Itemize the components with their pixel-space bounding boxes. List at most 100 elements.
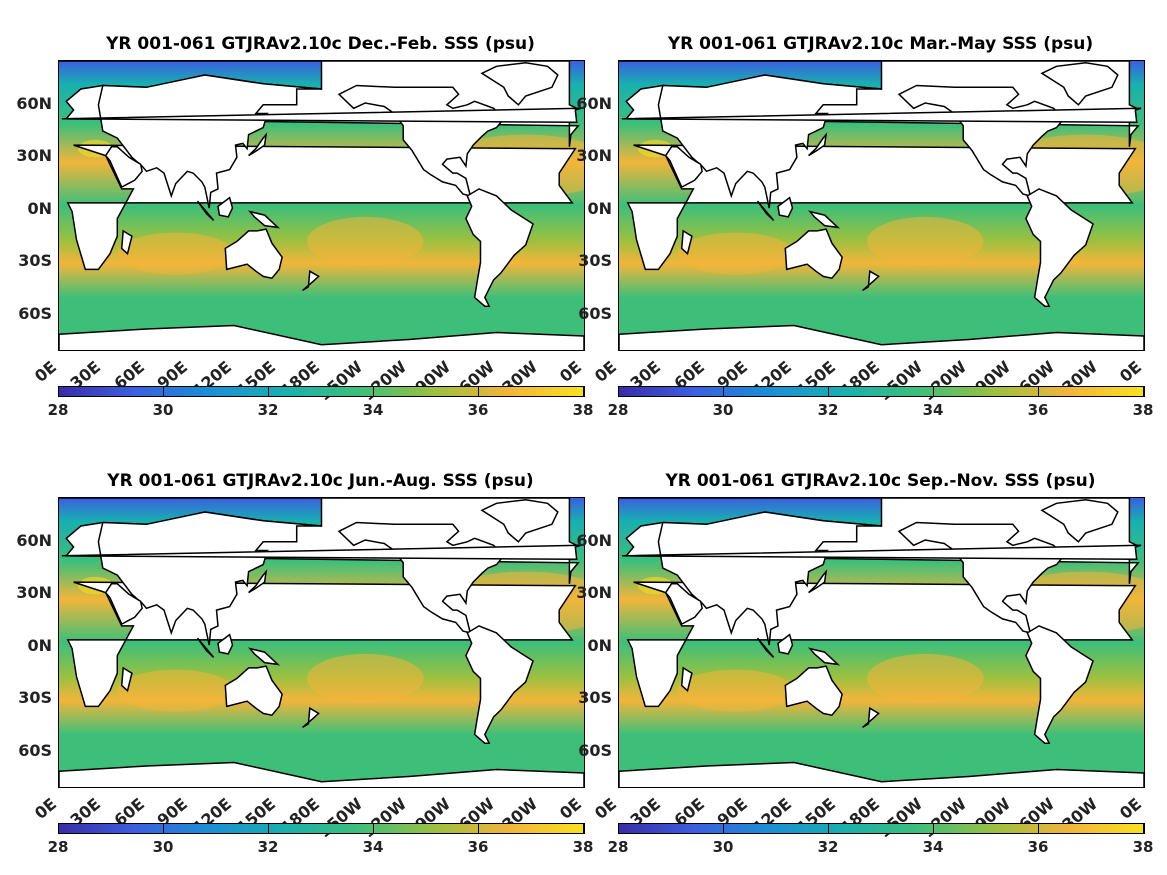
landmass	[1040, 499, 1119, 543]
map-svg	[619, 498, 1144, 787]
landmass	[224, 228, 283, 280]
x-tick-label: 30W	[498, 794, 542, 835]
x-tick-label: 90W	[411, 794, 454, 835]
landmass	[756, 637, 775, 658]
map-svg	[59, 498, 584, 787]
y-tick-label: 30N	[16, 146, 52, 166]
colorbar-tick-label: 32	[257, 401, 279, 419]
x-tick-label: 150W	[315, 794, 367, 842]
colorbar-tick-mark	[478, 824, 479, 833]
y-tick-label: 60S	[578, 303, 612, 323]
y-tick-label: 60S	[18, 740, 52, 760]
colorbar-tick-mark	[1038, 824, 1039, 833]
landmass	[664, 583, 703, 626]
landmass	[61, 107, 582, 124]
colorbar-tick-mark	[1038, 387, 1039, 396]
map-svg	[619, 61, 1144, 350]
salinity-anomaly	[677, 232, 794, 275]
landmass	[247, 647, 281, 666]
colorbar-tick-label: 28	[47, 838, 69, 856]
sss-map	[618, 497, 1145, 788]
colorbar-tick-label: 28	[607, 401, 629, 419]
y-tick-label: 0N	[27, 198, 52, 218]
colorbar-tick-label: 36	[1027, 401, 1049, 419]
map-panel-son: YR 001-061 GTJRAv2.10c Sep.-Nov. SSS (ps…	[560, 437, 1160, 874]
panel-title: YR 001-061 GTJRAv2.10c Dec.-Feb. SSS (ps…	[106, 34, 535, 54]
colorbar-tick-label: 32	[817, 401, 839, 419]
y-tick-label: 30S	[18, 688, 52, 708]
colorbar-tick-mark	[583, 824, 584, 833]
landmass	[862, 269, 880, 292]
y-tick-label: 30N	[576, 583, 612, 603]
x-tick-label: 150W	[875, 357, 927, 405]
landmass	[807, 647, 841, 666]
colorbar-tick-mark	[933, 824, 934, 833]
landmass	[480, 62, 559, 106]
colorbar-tick-mark	[618, 824, 619, 833]
y-tick-label: 60S	[578, 740, 612, 760]
colorbar-tick-mark	[373, 387, 374, 396]
y-tick-label: 60N	[576, 93, 612, 113]
salinity-anomaly	[117, 669, 234, 712]
landmass	[784, 665, 843, 717]
x-tick-label: 60E	[109, 794, 148, 831]
colorbar-tick-label: 34	[362, 401, 384, 419]
x-tick-label: 30W	[498, 357, 542, 398]
colorbar	[58, 823, 585, 834]
colorbar-tick-mark	[478, 387, 479, 396]
x-tick-label: 120E	[748, 794, 796, 838]
colorbar-tick-label: 38	[1132, 401, 1154, 419]
colorbar-tick-label: 36	[467, 401, 489, 419]
colorbar-tick-mark	[618, 387, 619, 396]
x-tick-label: 30W	[1058, 794, 1102, 835]
landmass	[1040, 62, 1119, 106]
salinity-anomaly	[677, 669, 794, 712]
x-tick-label: 60E	[669, 357, 708, 394]
x-tick-label: 60E	[109, 357, 148, 394]
colorbar-tick-label: 30	[712, 401, 734, 419]
salinity-anomaly	[306, 653, 424, 703]
landmass	[480, 499, 559, 543]
y-tick-label: 30N	[576, 146, 612, 166]
y-tick-label: 0N	[587, 635, 612, 655]
landmass	[621, 107, 1142, 124]
colorbar-tick-label: 30	[152, 838, 174, 856]
x-tick-label: 150W	[875, 794, 927, 842]
colorbar-tick-mark	[933, 387, 934, 396]
map-panel-mam: YR 001-061 GTJRAv2.10c Mar.-May SSS (psu…	[560, 0, 1160, 437]
colorbar-tick-mark	[163, 824, 164, 833]
landmass	[120, 229, 133, 256]
colorbar-tick-label: 34	[362, 838, 384, 856]
x-tick-label: 120E	[188, 357, 236, 401]
landmass	[97, 511, 322, 646]
landmass	[217, 633, 234, 655]
colorbar	[58, 386, 585, 397]
colorbar-tick-mark	[723, 824, 724, 833]
landmass	[808, 132, 828, 157]
landmass	[465, 625, 534, 744]
colorbar-tick-mark	[268, 387, 269, 396]
landmass	[680, 666, 693, 693]
landmass	[1025, 188, 1094, 307]
y-tick-label: 30N	[16, 583, 52, 603]
landmass	[97, 74, 322, 209]
y-tick-label: 60S	[18, 303, 52, 323]
colorbar-tick-mark	[723, 387, 724, 396]
colorbar-tick-mark	[828, 387, 829, 396]
colorbar-tick-label: 34	[922, 838, 944, 856]
panel-title: YR 001-061 GTJRAv2.10c Mar.-May SSS (psu…	[667, 34, 1094, 54]
landmass	[680, 229, 693, 256]
landmass	[104, 146, 143, 189]
landmass	[59, 324, 584, 350]
y-tick-label: 60N	[16, 93, 52, 113]
panel-title: YR 001-061 GTJRAv2.10c Sep.-Nov. SSS (ps…	[665, 471, 1096, 491]
y-tick-label: 60N	[16, 530, 52, 550]
colorbar-tick-mark	[58, 387, 59, 396]
colorbar-tick-label: 36	[1027, 838, 1049, 856]
landmass	[619, 761, 1144, 787]
landmass	[756, 200, 775, 221]
x-tick-label: 90W	[411, 357, 454, 398]
landmass	[248, 132, 268, 157]
map-panel-jja: YR 001-061 GTJRAv2.10c Jun.-Aug. SSS (ps…	[0, 437, 600, 874]
landmass	[619, 324, 1144, 350]
